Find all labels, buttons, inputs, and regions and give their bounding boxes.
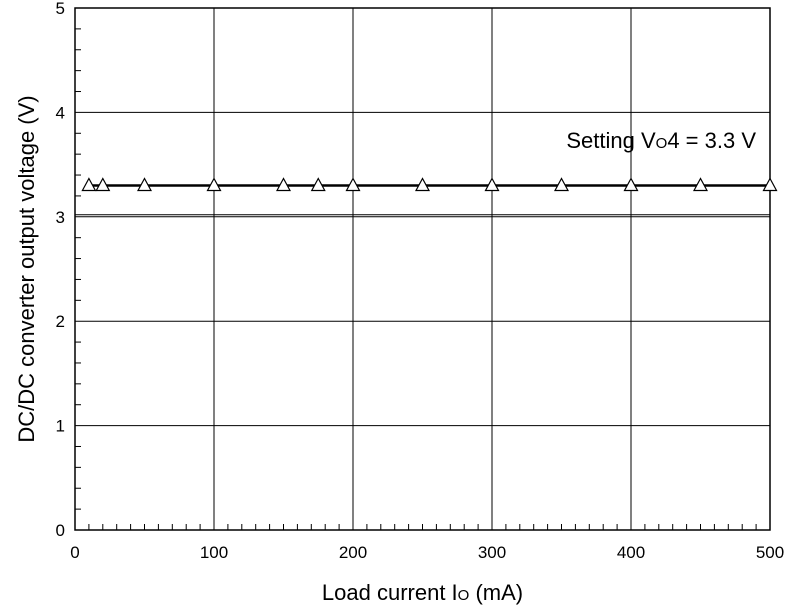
y-tick-label: 5 (56, 0, 65, 18)
x-axis-title-subscript: O (458, 587, 470, 604)
series (81, 177, 778, 192)
x-axis-title-main: Load current I (322, 580, 458, 605)
y-tick-label: 2 (56, 312, 65, 331)
data-point (206, 177, 222, 192)
annotation-suffix: 4 = 3.3 V (667, 128, 756, 153)
minor-ticks (75, 28, 757, 530)
y-axis-title: DC/DC converter output voltage (V) (14, 95, 39, 442)
data-point (345, 177, 361, 192)
data-point (275, 177, 292, 192)
x-axis-title: Load current IO (mA) (322, 580, 523, 605)
data-point (762, 177, 778, 192)
grid (75, 8, 770, 530)
y-tick-label: 1 (56, 417, 65, 436)
data-point (623, 177, 639, 192)
annotation-subscript: O (656, 135, 668, 152)
y-tick-label: 3 (56, 208, 65, 227)
x-tick-label: 400 (617, 543, 645, 562)
y-tick-label: 0 (56, 521, 65, 540)
data-point (95, 177, 111, 192)
annotation-prefix: Setting V (566, 128, 656, 153)
data-point (553, 177, 570, 192)
tick-labels: 0 100 200 300 400 500 0 1 2 3 4 5 (56, 0, 785, 562)
data-point (310, 177, 326, 192)
setting-annotation: Setting VO4 = 3.3 V (566, 128, 756, 153)
data-point (692, 177, 709, 192)
plot-frame (74, 7, 771, 531)
x-tick-label: 300 (478, 543, 506, 562)
x-tick-label: 100 (200, 543, 228, 562)
data-point (414, 177, 431, 192)
x-tick-label: 0 (70, 543, 79, 562)
data-point (484, 177, 500, 192)
data-point (81, 177, 97, 192)
y-tick-label: 4 (56, 103, 65, 122)
x-tick-label: 500 (756, 543, 784, 562)
x-axis-title-unit: (mA) (469, 580, 523, 605)
x-tick-label: 200 (339, 543, 367, 562)
data-point (136, 177, 153, 192)
